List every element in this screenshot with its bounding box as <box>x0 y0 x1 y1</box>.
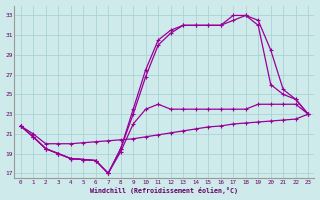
X-axis label: Windchill (Refroidissement éolien,°C): Windchill (Refroidissement éolien,°C) <box>91 187 238 194</box>
